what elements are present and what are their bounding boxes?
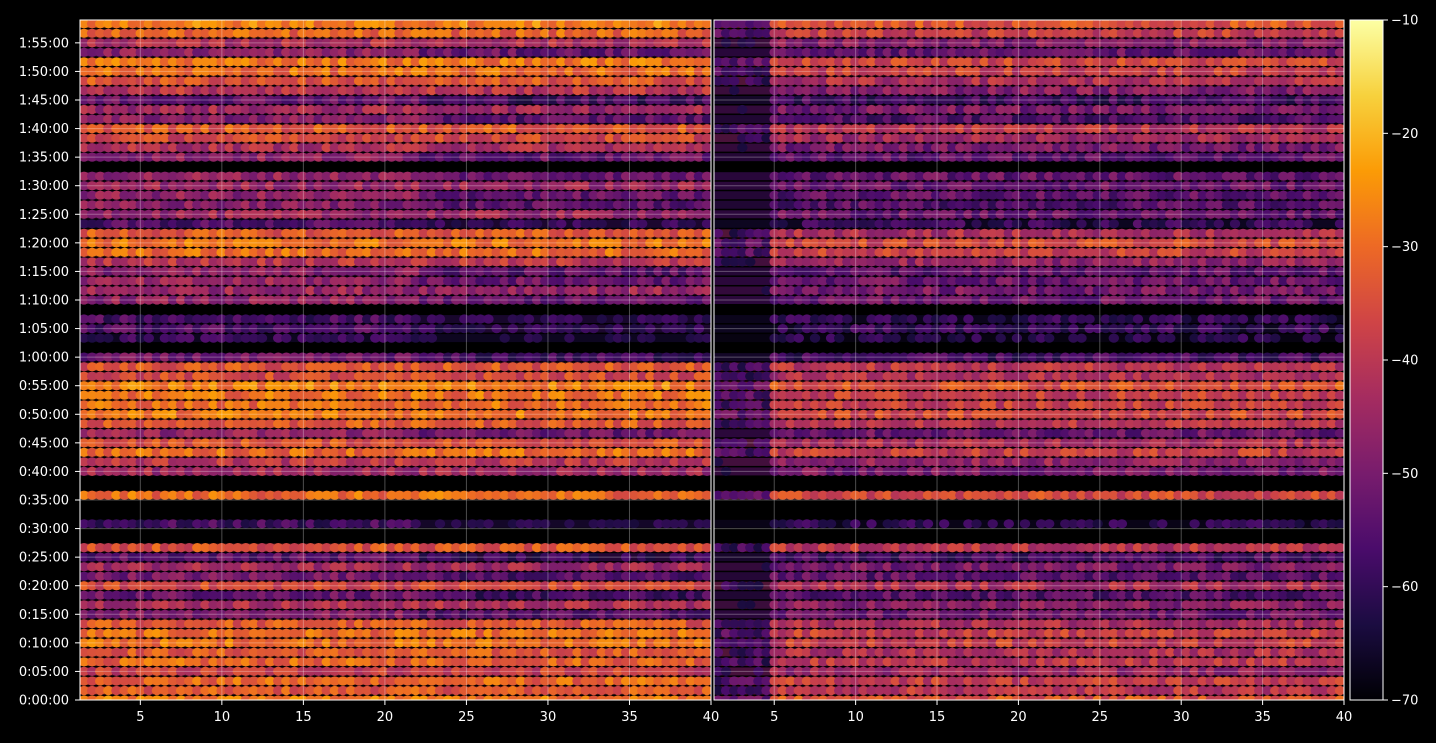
heat-cell [483, 314, 493, 323]
heat-cell [354, 334, 364, 343]
heat-cell [184, 334, 194, 343]
heat-cell [500, 334, 510, 343]
heat-cell [564, 334, 574, 343]
heat-cell [564, 519, 574, 528]
heat-cell [532, 334, 542, 343]
heat-cell [556, 219, 566, 228]
heat-cell [532, 219, 542, 228]
heat-cell [629, 519, 639, 528]
heat-cell [435, 219, 445, 228]
heat-cell [613, 314, 623, 323]
heat-cell [435, 314, 445, 323]
heat-cell [637, 219, 647, 228]
heat-cell [678, 314, 688, 323]
heat-cell [435, 519, 445, 528]
left-panel: 0:00:000:05:000:10:000:15:000:20:000:25:… [19, 19, 719, 725]
heat-cell [411, 519, 421, 528]
heat-cell [257, 334, 267, 343]
heat-cell [483, 519, 493, 528]
heat-cell [411, 314, 421, 323]
heat-cell [686, 219, 696, 228]
heat-cell [524, 314, 534, 323]
heat-cell [281, 334, 291, 343]
heat-cell [597, 219, 607, 228]
heat-cell [144, 334, 154, 343]
heat-cell [572, 314, 582, 323]
heat-cell [427, 334, 437, 343]
heat-cell [451, 519, 461, 528]
heat-cell [483, 219, 493, 228]
heat-cell [645, 334, 655, 343]
heat-cell [678, 519, 688, 528]
heat-cell [540, 519, 550, 528]
heat-cell [103, 334, 113, 343]
heat-cell [451, 219, 461, 228]
heat-cell [597, 314, 607, 323]
